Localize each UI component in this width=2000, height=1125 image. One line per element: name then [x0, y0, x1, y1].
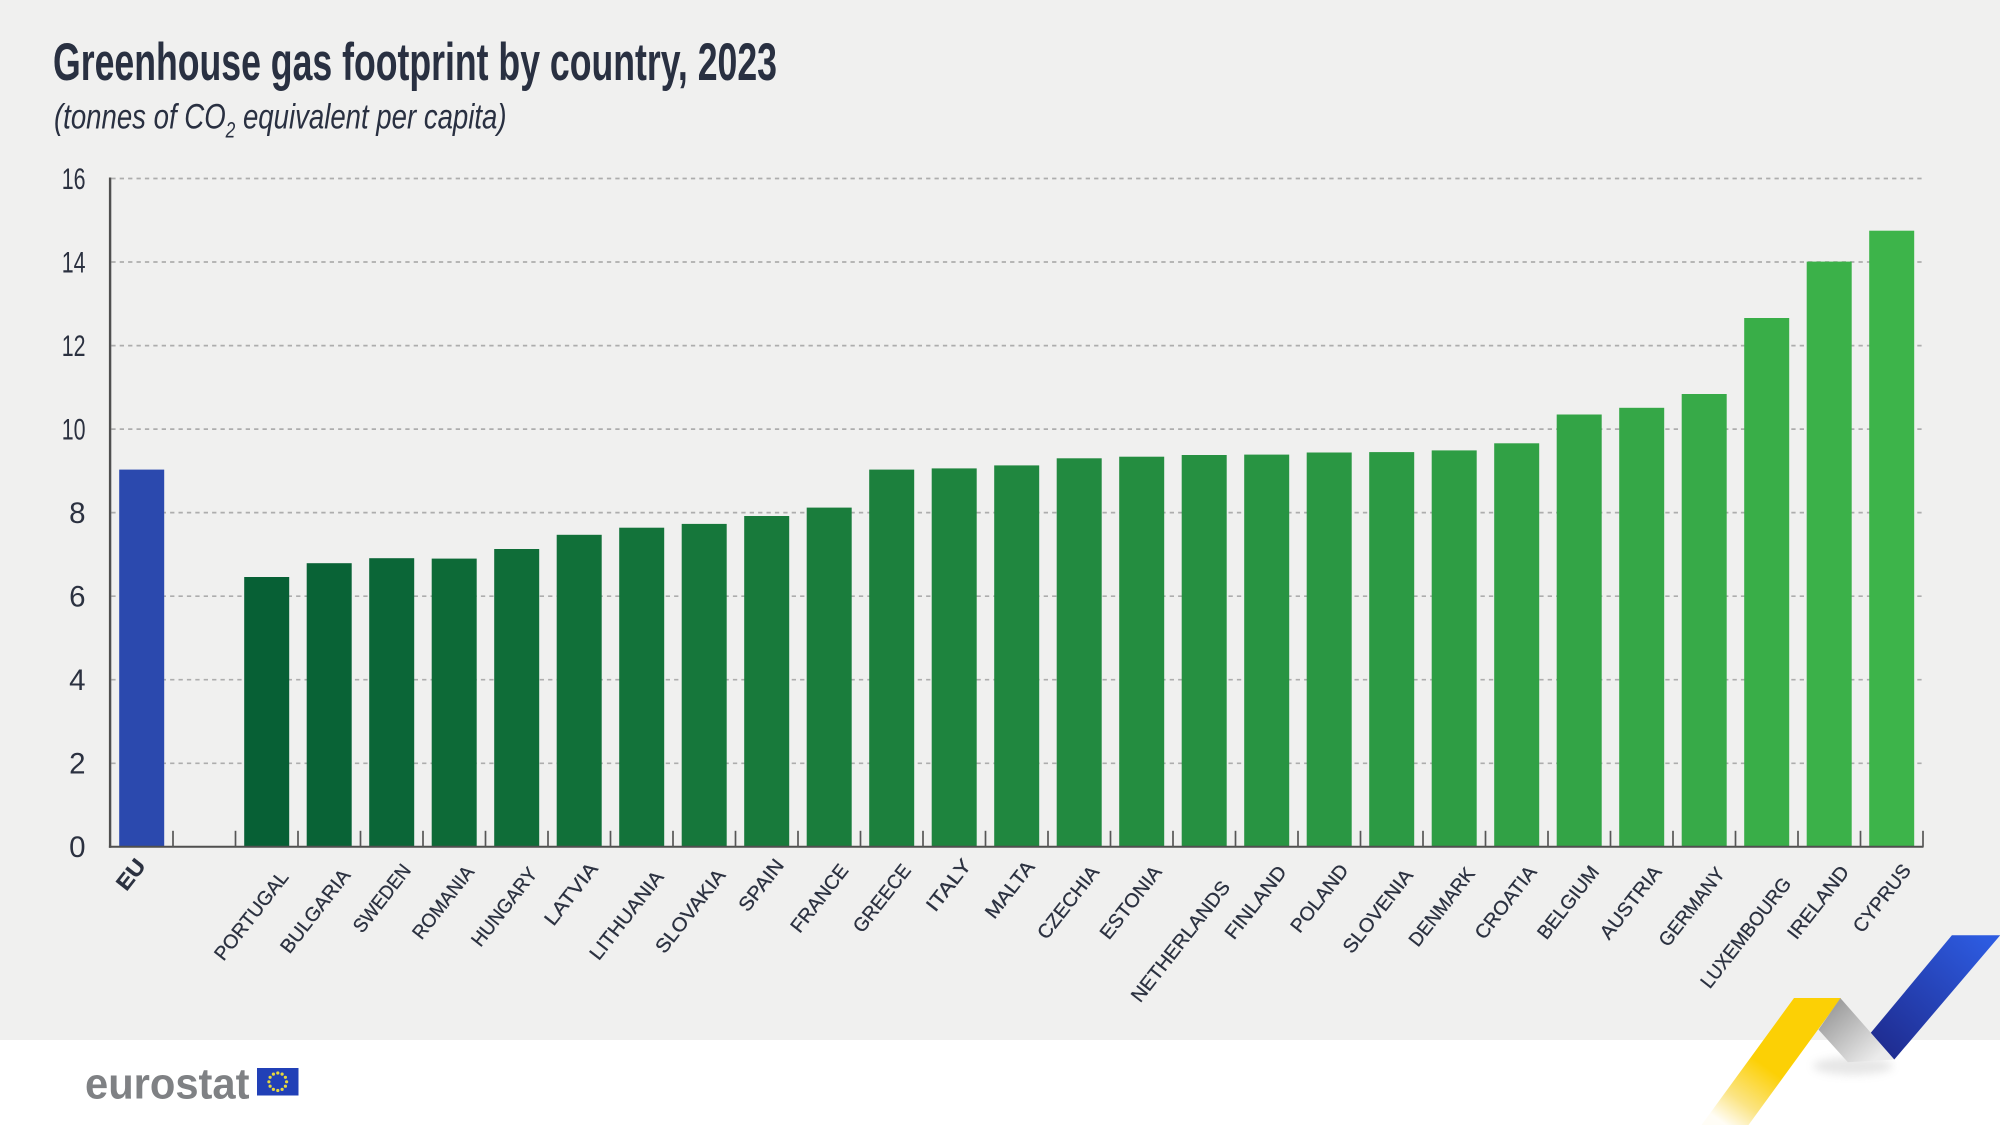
svg-text:0: 0	[69, 831, 85, 864]
svg-text:(tonnes of CO2 equivalent per: (tonnes of CO2 equivalent per capita)	[54, 96, 507, 143]
svg-text:8: 8	[69, 497, 85, 530]
svg-text:2: 2	[69, 748, 85, 781]
svg-text:14: 14	[62, 246, 86, 279]
svg-text:4: 4	[69, 664, 85, 697]
svg-text:12: 12	[62, 330, 86, 363]
svg-text:Greenhouse gas footprint by co: Greenhouse gas footprint by country, 202…	[53, 33, 777, 92]
svg-text:16: 16	[62, 163, 86, 196]
svg-text:eurostat: eurostat	[85, 1060, 250, 1109]
svg-text:10: 10	[62, 413, 86, 446]
svg-text:6: 6	[69, 581, 85, 614]
